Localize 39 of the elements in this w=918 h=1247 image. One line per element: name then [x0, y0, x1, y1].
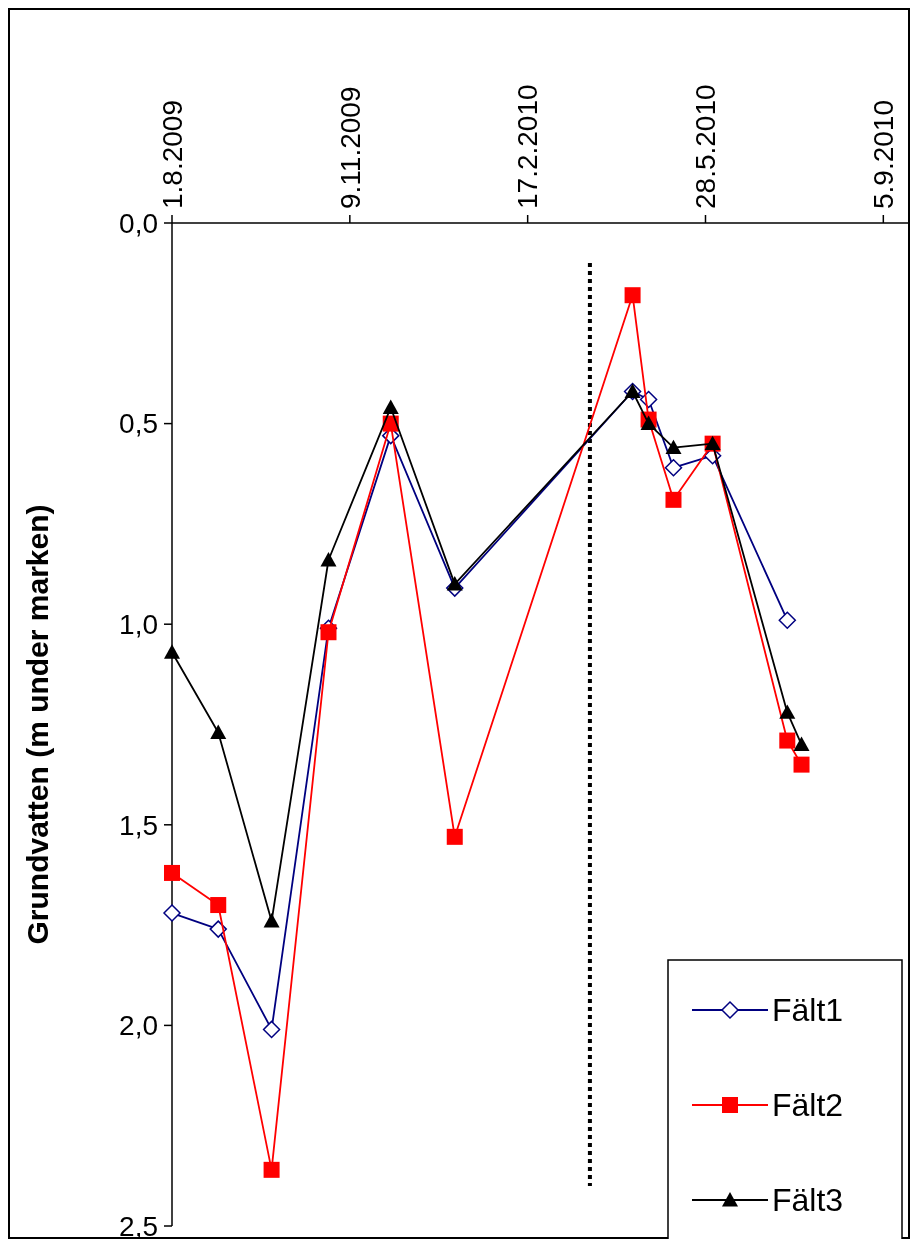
- point: [163, 904, 181, 922]
- point: [446, 828, 463, 845]
- x-tick-label: 28.5.2010: [690, 84, 722, 209]
- point: [778, 611, 797, 629]
- point: [320, 624, 337, 641]
- point: [210, 897, 227, 914]
- point: [209, 920, 227, 938]
- point: [164, 644, 180, 659]
- y-tick-label: 0,5: [119, 408, 158, 440]
- point: [793, 736, 810, 751]
- point: [382, 399, 399, 414]
- legend-label: Fält1: [772, 992, 844, 1029]
- x-tick-label: 1.8.2009: [156, 100, 188, 209]
- point: [262, 1020, 281, 1039]
- point: [446, 576, 463, 591]
- y-tick-label: 0,0: [119, 207, 158, 239]
- x-tick-label: 9.11.2009: [334, 86, 366, 209]
- y-tick-label: 2,5: [119, 1210, 158, 1242]
- point: [665, 439, 682, 455]
- point: [263, 913, 280, 928]
- point: [210, 724, 227, 739]
- point: [793, 756, 810, 773]
- x-tick-label: 5.9.2010: [868, 100, 900, 209]
- legend-label: Fält3: [772, 1182, 844, 1219]
- y-tick-label: 1,0: [119, 609, 158, 640]
- point: [640, 415, 657, 430]
- point: [779, 704, 796, 719]
- point: [263, 1161, 280, 1178]
- y-axis-title: Grundvatten (m under marken): [21, 504, 54, 945]
- legend-label: Fält2: [772, 1087, 844, 1124]
- point: [164, 864, 180, 881]
- y-tick-label: 1,5: [119, 809, 158, 841]
- point: [665, 491, 682, 508]
- point: [624, 287, 641, 304]
- point: [664, 458, 683, 477]
- y-tick-label: 2,0: [119, 1010, 158, 1042]
- x-tick-label: 17.2.2010: [512, 84, 544, 209]
- point: [320, 552, 337, 567]
- point: [779, 732, 796, 749]
